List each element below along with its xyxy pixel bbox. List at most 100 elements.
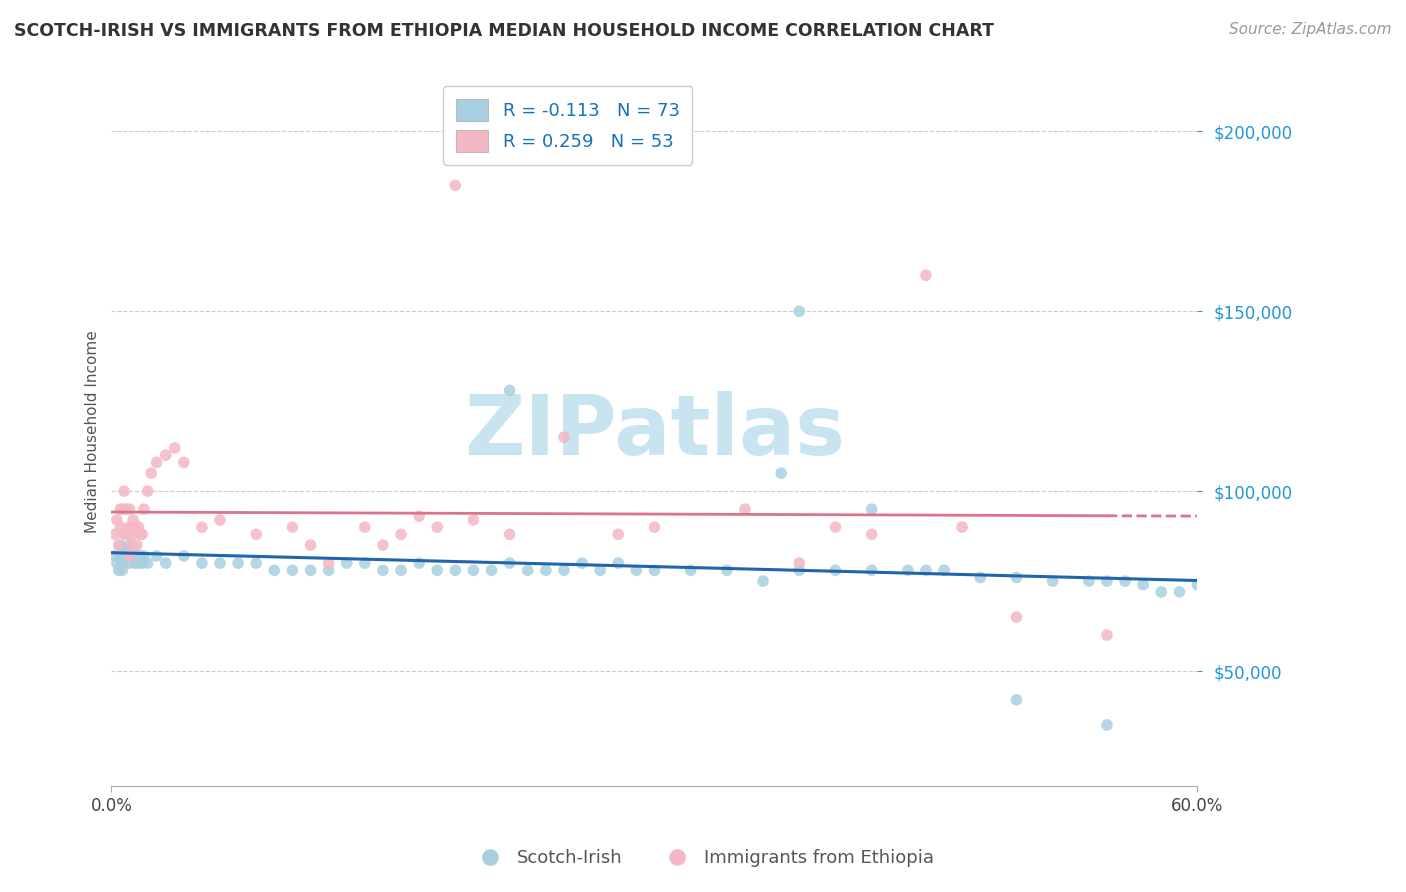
Point xyxy=(607,556,630,570)
Point xyxy=(122,541,145,556)
Point xyxy=(498,527,520,541)
Point xyxy=(245,556,267,570)
Point xyxy=(118,502,141,516)
Point xyxy=(132,549,155,563)
Point xyxy=(173,549,195,563)
Point xyxy=(787,556,810,570)
Point xyxy=(104,549,127,563)
Point xyxy=(626,563,648,577)
Point xyxy=(1005,693,1028,707)
Point xyxy=(136,556,159,570)
Point xyxy=(444,178,467,193)
Point xyxy=(897,563,920,577)
Point xyxy=(389,527,412,541)
Point xyxy=(122,527,145,541)
Point xyxy=(263,563,285,577)
Point xyxy=(110,520,132,534)
Point xyxy=(208,513,231,527)
Point xyxy=(111,563,134,577)
Point xyxy=(860,563,883,577)
Point xyxy=(353,556,375,570)
Point xyxy=(129,527,152,541)
Point xyxy=(318,563,340,577)
Point xyxy=(915,563,938,577)
Point xyxy=(131,527,153,541)
Point xyxy=(1005,570,1028,584)
Point xyxy=(1114,574,1136,588)
Point xyxy=(118,520,141,534)
Point xyxy=(111,556,134,570)
Point xyxy=(516,563,538,577)
Point xyxy=(136,484,159,499)
Point xyxy=(463,513,485,527)
Point xyxy=(208,556,231,570)
Point xyxy=(752,574,775,588)
Point xyxy=(1005,610,1028,624)
Point xyxy=(1132,577,1154,591)
Point xyxy=(115,527,138,541)
Point xyxy=(299,563,322,577)
Point xyxy=(336,556,359,570)
Point xyxy=(770,466,793,480)
Text: ZIPatlas: ZIPatlas xyxy=(464,392,845,472)
Point xyxy=(787,304,810,318)
Point xyxy=(125,538,148,552)
Point xyxy=(371,538,394,552)
Point xyxy=(734,502,756,516)
Point xyxy=(408,509,430,524)
Point xyxy=(1077,574,1099,588)
Point xyxy=(408,556,430,570)
Legend: R = -0.113   N = 73, R = 0.259   N = 53: R = -0.113 N = 73, R = 0.259 N = 53 xyxy=(443,87,692,165)
Point xyxy=(111,502,134,516)
Point xyxy=(553,563,575,577)
Point xyxy=(105,556,128,570)
Point xyxy=(117,541,139,556)
Point xyxy=(498,556,520,570)
Point xyxy=(117,527,139,541)
Point xyxy=(444,563,467,577)
Point xyxy=(281,563,304,577)
Point xyxy=(589,563,612,577)
Point xyxy=(299,538,322,552)
Point xyxy=(141,466,163,480)
Point xyxy=(571,556,593,570)
Point xyxy=(128,556,150,570)
Point xyxy=(120,549,142,563)
Point xyxy=(498,384,520,398)
Point xyxy=(104,527,127,541)
Point xyxy=(118,549,141,563)
Point xyxy=(534,563,557,577)
Y-axis label: Median Household Income: Median Household Income xyxy=(86,330,100,533)
Point xyxy=(129,549,152,563)
Point xyxy=(824,520,846,534)
Point xyxy=(1042,574,1064,588)
Point xyxy=(607,527,630,541)
Point xyxy=(132,502,155,516)
Point xyxy=(1187,577,1209,591)
Point xyxy=(155,556,177,570)
Point xyxy=(163,441,186,455)
Point xyxy=(281,520,304,534)
Point xyxy=(191,556,214,570)
Point xyxy=(128,520,150,534)
Point xyxy=(191,520,214,534)
Point xyxy=(115,502,138,516)
Point xyxy=(112,484,135,499)
Point xyxy=(124,556,146,570)
Point xyxy=(118,556,141,570)
Point xyxy=(389,563,412,577)
Point xyxy=(426,563,449,577)
Point xyxy=(824,563,846,577)
Point xyxy=(860,527,883,541)
Point xyxy=(353,520,375,534)
Point xyxy=(122,513,145,527)
Point xyxy=(787,563,810,577)
Point xyxy=(105,513,128,527)
Point xyxy=(463,563,485,577)
Point xyxy=(716,563,738,577)
Point xyxy=(145,455,167,469)
Point xyxy=(112,549,135,563)
Text: SCOTCH-IRISH VS IMMIGRANTS FROM ETHIOPIA MEDIAN HOUSEHOLD INCOME CORRELATION CHA: SCOTCH-IRISH VS IMMIGRANTS FROM ETHIOPIA… xyxy=(14,22,994,40)
Point xyxy=(125,549,148,563)
Point xyxy=(107,538,129,552)
